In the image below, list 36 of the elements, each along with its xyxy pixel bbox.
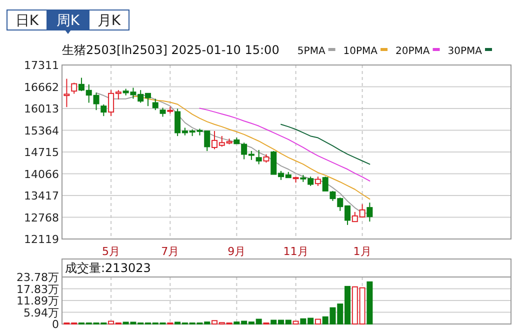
text: 日K bbox=[15, 13, 40, 29]
line-series bbox=[199, 108, 370, 182]
y-tick-label: 17.83万 bbox=[16, 282, 59, 296]
y-tick-label: 14715 bbox=[24, 146, 59, 159]
y-tick-label: 11.89万 bbox=[16, 294, 59, 308]
y-tick-label: 5.94万 bbox=[24, 306, 59, 320]
legend-label: 5PMA bbox=[297, 46, 326, 57]
y-tick-label: 16662 bbox=[24, 80, 59, 94]
y-tick-label: 13417 bbox=[24, 190, 59, 202]
text: 周K bbox=[56, 13, 80, 29]
x-tick-label: 1月 bbox=[353, 245, 372, 258]
legend-label: 30PMA bbox=[448, 46, 482, 57]
chart-title: 生猪2503[lh2503] 2025-01-10 15:00 bbox=[62, 43, 280, 57]
line-series bbox=[280, 124, 370, 165]
bar bbox=[366, 281, 373, 324]
y-tick-label: 15364 bbox=[24, 124, 59, 138]
candlestick bbox=[64, 78, 70, 108]
chart-title: 成交量:213023 bbox=[65, 261, 151, 275]
bar bbox=[314, 318, 321, 324]
y-tick-label: 0 bbox=[52, 318, 59, 329]
x-tick-label: 7月 bbox=[161, 245, 180, 258]
y-tick-label: 12119 bbox=[24, 233, 59, 246]
text: 月K bbox=[97, 13, 122, 29]
y-tick-label: 17311 bbox=[24, 59, 59, 72]
legend-label: 20PMA bbox=[396, 46, 430, 57]
y-tick-label: 14066 bbox=[24, 168, 59, 181]
y-tick-label: 12768 bbox=[24, 211, 59, 224]
legend-label: 10PMA bbox=[343, 46, 378, 57]
bar bbox=[292, 320, 299, 324]
x-tick-label: 5月 bbox=[102, 245, 120, 258]
y-tick-label: 16013 bbox=[24, 102, 59, 116]
x-tick-label: 11月 bbox=[283, 245, 308, 258]
x-tick-label: 9月 bbox=[228, 245, 246, 258]
candlestick bbox=[256, 149, 262, 165]
y-tick-label: 23.78万 bbox=[16, 271, 59, 284]
candlestick bbox=[366, 202, 373, 222]
